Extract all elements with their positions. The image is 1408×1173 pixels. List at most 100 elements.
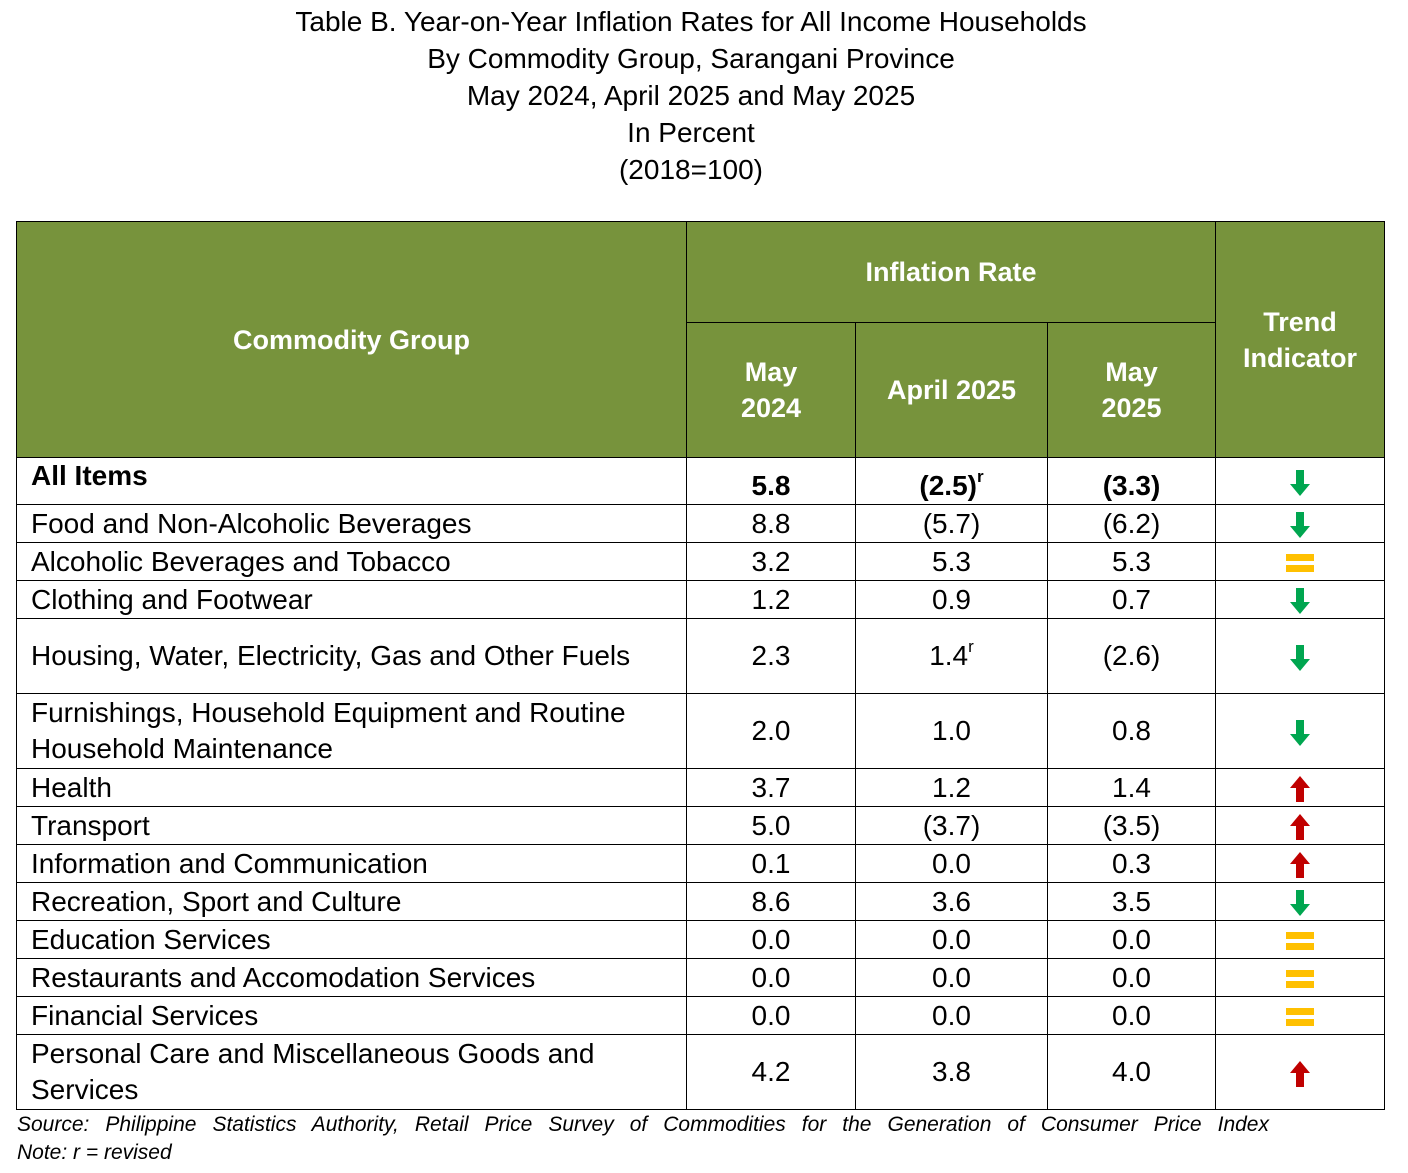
may-2024-value-text: 3.7 — [751, 771, 791, 803]
april-2025-value: 0.0 — [855, 920, 1048, 959]
header-line: May — [1105, 357, 1158, 387]
table-row: All Items 5.8 (2.5)r (3.3) — [16, 457, 1386, 505]
table-title: Table B. Year-on-Year Inflation Rates fo… — [0, 3, 1382, 188]
may-2024-value: 3.2 — [686, 542, 856, 581]
april-2025-value: (2.5)r — [855, 457, 1048, 505]
commodity-name: Transport — [16, 806, 687, 845]
commodity-name: Education Services — [16, 920, 687, 959]
commodity-group-header-label: Commodity Group — [233, 324, 470, 355]
april-2025-value: 3.6 — [855, 882, 1048, 921]
may-2024-value-text: 1.2 — [751, 583, 791, 615]
table-row: Housing, Water, Electricity, Gas and Oth… — [16, 618, 1386, 694]
may-2024-value-text: 5.8 — [751, 470, 791, 501]
commodity-name: Personal Care and Miscellaneous Goods an… — [16, 1034, 687, 1110]
header-line: May — [744, 357, 798, 387]
commodity-group-header: Commodity Group — [16, 221, 687, 458]
table-row: Transport 5.0 (3.7) (3.5) — [16, 806, 1386, 845]
table-row: Education Services 0.0 0.0 0.0 — [16, 920, 1386, 959]
april-2025-value-text: (5.7) — [922, 507, 981, 539]
may-2025-value-text: (6.2) — [1102, 507, 1161, 539]
may-2024-header: May 2024 — [686, 322, 856, 458]
inflation-rate-header-label: Inflation Rate — [865, 257, 1037, 287]
revised-note: Note: r = revised — [17, 1141, 172, 1164]
may-2025-value: 0.0 — [1046, 920, 1217, 959]
commodity-name: All Items — [16, 457, 687, 505]
revised-marker: r — [976, 466, 984, 486]
table-row: Restaurants and Accomodation Services 0.0… — [16, 958, 1386, 997]
table-body: All Items 5.8 (2.5)r (3.3) Food and Non-Alco… — [16, 457, 1386, 1110]
may-2025-value: 0.0 — [1046, 996, 1217, 1035]
may-2024-value-text: 0.0 — [751, 999, 791, 1031]
trend-indicator-cell — [1215, 1034, 1386, 1110]
may-2024-value-text: 3.2 — [751, 545, 791, 577]
trend-indicator-cell — [1215, 580, 1386, 619]
may-2025-value-text: 3.5 — [1112, 885, 1151, 917]
may-2025-value-text: 0.7 — [1112, 583, 1151, 615]
title-line: May 2024, April 2025 and May 2025 — [466, 80, 916, 111]
may-2024-value-text: 2.3 — [751, 640, 791, 671]
may-2025-value-text: (2.6) — [1102, 640, 1161, 671]
may-2025-value: 5.3 — [1046, 542, 1217, 581]
april-2025-header: April 2025 — [855, 322, 1048, 458]
table-row: Personal Care and Miscellaneous Goods an… — [16, 1034, 1386, 1110]
down-arrow-icon — [1290, 588, 1311, 615]
commodity-name: Recreation, Sport and Culture — [16, 882, 687, 921]
title-line: In Percent — [627, 117, 755, 148]
april-2025-value-text: 3.8 — [932, 1056, 971, 1087]
trend-indicator-cell — [1215, 542, 1386, 581]
trend-indicator-cell — [1215, 457, 1386, 505]
commodity-name: Restaurants and Accomodation Services — [16, 958, 687, 997]
april-2025-value-text: 5.3 — [932, 545, 971, 577]
may-2025-value: 4.0 — [1046, 1034, 1217, 1110]
may-2024-value: 0.0 — [686, 996, 856, 1035]
may-2024-value: 2.3 — [686, 618, 856, 694]
april-2025-value: (5.7) — [855, 504, 1048, 543]
may-2025-value-text: 5.3 — [1112, 545, 1151, 577]
april-2025-value-text: 0.9 — [932, 583, 971, 615]
may-2025-value-text: 0.0 — [1112, 923, 1151, 955]
header-line: 2025 — [1101, 393, 1162, 423]
trend-indicator-cell — [1215, 920, 1386, 959]
april-2025-value: (3.7) — [855, 806, 1048, 845]
april-2025-value: 0.9 — [855, 580, 1048, 619]
april-2025-value-text: (3.7) — [922, 809, 981, 841]
up-arrow-icon — [1290, 776, 1311, 803]
commodity-name: Food and Non-Alcoholic Beverages — [16, 504, 687, 543]
may-2025-value: (3.5) — [1046, 806, 1217, 845]
trend-indicator-cell — [1215, 806, 1386, 845]
april-2025-value-text: 0.0 — [932, 999, 971, 1031]
may-2025-value: 0.0 — [1046, 958, 1217, 997]
down-arrow-icon — [1290, 719, 1311, 746]
table-row: Alcoholic Beverages and Tobacco 3.2 5.3 5.3 — [16, 542, 1386, 581]
trend-indicator-cell — [1215, 996, 1386, 1035]
equal-icon — [1286, 932, 1315, 951]
april-2025-value: 5.3 — [855, 542, 1048, 581]
may-2025-value: (3.3) — [1046, 457, 1217, 505]
up-arrow-icon — [1290, 852, 1311, 879]
down-arrow-icon — [1290, 644, 1311, 671]
may-2024-value: 0.0 — [686, 958, 856, 997]
april-2025-value-text: 0.0 — [932, 961, 971, 993]
down-arrow-icon — [1290, 890, 1311, 917]
inflation-rate-header: Inflation Rate — [685, 221, 1217, 323]
may-2024-value: 5.0 — [686, 806, 856, 845]
may-2025-value-text: 0.0 — [1112, 961, 1151, 993]
commodity-name: Alcoholic Beverages and Tobacco — [16, 542, 687, 581]
may-2025-value-text: (3.3) — [1102, 470, 1161, 501]
may-2024-value-text: 0.0 — [751, 961, 791, 993]
april-2025-value-text: 0.0 — [932, 847, 971, 879]
trend-indicator-header: Trend Indicator — [1215, 221, 1386, 458]
may-2025-value: (2.6) — [1046, 618, 1217, 694]
may-2024-value: 3.7 — [686, 768, 856, 807]
title-line: Table B. Year-on-Year Inflation Rates fo… — [295, 6, 1087, 37]
may-2025-value: 0.8 — [1046, 693, 1217, 769]
table-row: Clothing and Footwear 1.2 0.9 0.7 — [16, 580, 1386, 619]
header-line: 2024 — [740, 393, 802, 423]
may-2025-value-text: 0.0 — [1112, 999, 1151, 1031]
april-2025-value-text: 1.4 — [929, 640, 969, 671]
april-2025-value-text: 0.0 — [932, 923, 971, 955]
april-2025-value-text: (2.5) — [919, 470, 977, 501]
april-2025-value: 3.8 — [855, 1034, 1048, 1110]
table-row: Financial Services 0.0 0.0 0.0 — [16, 996, 1386, 1035]
april-2025-value: 0.0 — [855, 958, 1048, 997]
